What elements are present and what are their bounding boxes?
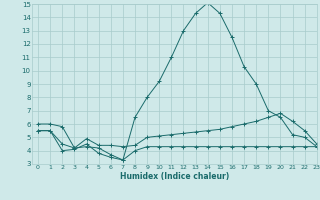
X-axis label: Humidex (Indice chaleur): Humidex (Indice chaleur) [120, 172, 229, 181]
